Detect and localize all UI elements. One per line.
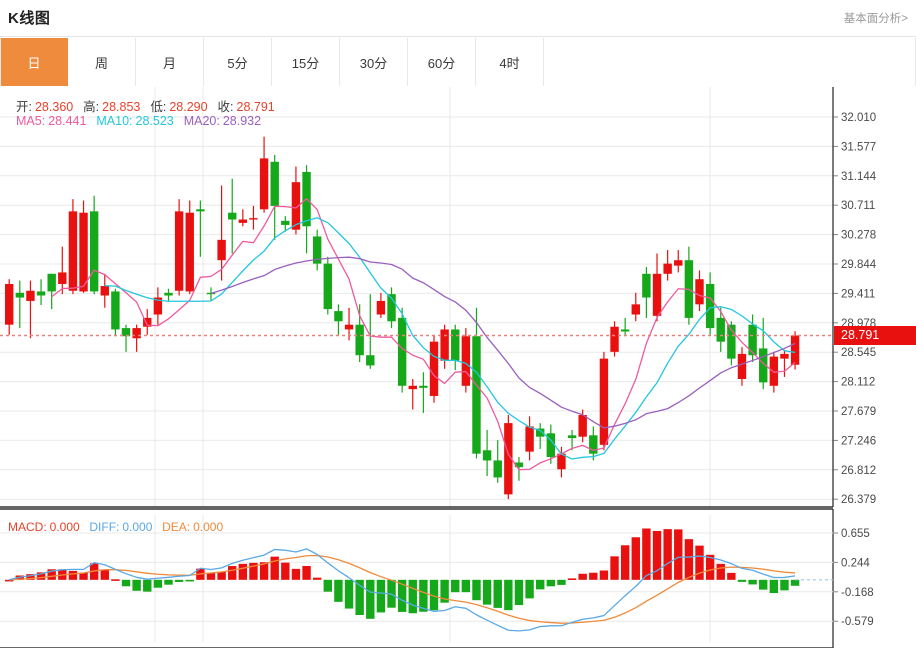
price-axis-labels: 32.010 31.577 31.144 30.711 30.278 29.844 29.4…: [832, 87, 877, 648]
tab-15min[interactable]: 15分: [272, 38, 340, 86]
svg-text:27.679: 27.679: [841, 406, 876, 418]
tab-4hour[interactable]: 4时: [476, 38, 544, 86]
timeframe-tabbar: 日 周 月 5分 15分 30分 60分 4时: [0, 38, 916, 86]
tab-week[interactable]: 周: [68, 38, 136, 86]
grid-lines: [0, 87, 833, 648]
candle-series: [5, 136, 800, 500]
svg-text:26.379: 26.379: [841, 494, 876, 506]
svg-text:27.246: 27.246: [841, 435, 876, 447]
svg-text:32.010: 32.010: [841, 112, 876, 124]
svg-text:0.655: 0.655: [841, 528, 870, 540]
svg-text:0.244: 0.244: [841, 557, 870, 569]
fundamental-analysis-link[interactable]: 基本面分析>: [843, 13, 908, 25]
current-price-badge: 28.791: [834, 325, 916, 345]
page-title: K线图: [8, 10, 51, 27]
tab-30min[interactable]: 30分: [340, 38, 408, 86]
candlestick-svg[interactable]: 32.010 31.577 31.144 30.711 30.278 29.844 29.4…: [0, 87, 916, 648]
tab-day[interactable]: 日: [0, 38, 68, 86]
svg-text:28.112: 28.112: [841, 377, 875, 389]
page-header: K线图 基本面分析>: [0, 0, 916, 37]
svg-text:26.812: 26.812: [841, 465, 876, 477]
svg-text:31.144: 31.144: [841, 171, 877, 183]
tabbar-filler: [544, 38, 916, 86]
svg-text:29.411: 29.411: [841, 288, 875, 300]
moving-average-lines: [51, 198, 796, 471]
tab-month[interactable]: 月: [136, 38, 204, 86]
svg-text:29.844: 29.844: [841, 259, 877, 271]
svg-text:30.711: 30.711: [841, 200, 875, 212]
svg-text:-0.168: -0.168: [841, 587, 874, 599]
svg-text:28.545: 28.545: [841, 347, 876, 359]
tab-60min[interactable]: 60分: [408, 38, 476, 86]
chart-area[interactable]: 32.010 31.577 31.144 30.711 30.278 29.844 29.4…: [0, 87, 916, 648]
svg-text:30.278: 30.278: [841, 230, 876, 242]
svg-text:31.577: 31.577: [841, 141, 876, 153]
tab-5min[interactable]: 5分: [204, 38, 272, 86]
svg-text:-0.579: -0.579: [841, 616, 874, 628]
macd-panel: 0.655 0.244 -0.168 -0.579: [0, 528, 874, 632]
